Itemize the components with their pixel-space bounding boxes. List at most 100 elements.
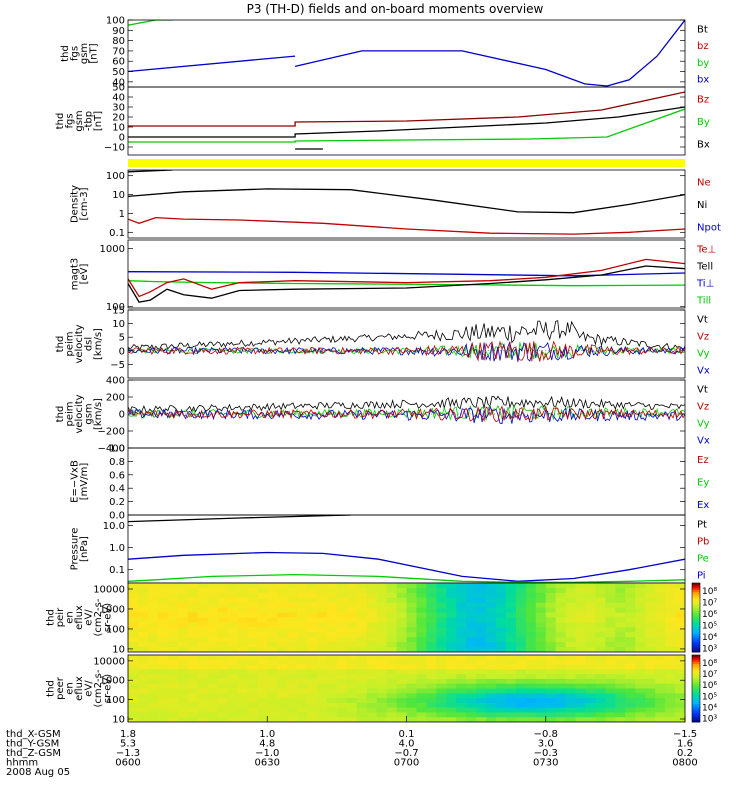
heatmap-cell [525,693,537,699]
heatmap-cell [307,642,318,648]
heatmap-cell [326,592,338,599]
heatmap-cell [336,664,348,670]
heatmap-cell [486,693,497,699]
heatmap-cell [247,702,258,709]
heatmap-cell [545,712,557,718]
heatmap-cell [128,712,139,718]
heatmap-cell [545,602,557,609]
heatmap-cell [555,698,567,704]
heatmap-cell [187,632,199,638]
heatmap-cell [466,683,477,690]
heatmap-cell [267,655,278,661]
heatmap-cell [167,712,179,718]
heatmap-cell [316,587,328,594]
heatmap-cell [197,688,209,694]
heatmap-cell [535,607,547,614]
heatmap-cell [545,702,557,709]
heatmap-cell [128,587,139,594]
heatmap-cell [396,683,408,690]
heatmap-cell [247,683,258,690]
heatmap-cell [515,637,527,643]
heatmap-cell [267,583,278,589]
colorbar-segment [692,661,700,665]
heatmap-cell [287,583,298,589]
colorbar-segment [692,668,700,672]
heatmap-cell [396,702,408,709]
heatmap-spec_ion [128,583,685,652]
heatmap-cell [486,592,497,599]
heatmap-cell [257,678,268,685]
legend-Ni: Ni [697,200,707,211]
heatmap-cell [396,647,408,652]
colorbar-segment [692,583,700,586]
heatmap-cell [356,693,368,699]
heatmap-cell [257,669,268,675]
heatmap-cell [376,637,388,643]
heatmap-cell [257,655,268,661]
heatmap-cell [406,712,418,718]
heatmap-cell [525,698,537,704]
heatmap-cell [545,669,557,675]
heatmap-cell [645,637,656,643]
heatmap-cell [496,637,507,643]
colorbar-segment [692,603,700,607]
heatmap-cell [605,683,616,690]
y-tick-label: 0.1 [109,228,125,239]
heatmap-cell [167,587,179,594]
heatmap-cell [207,592,219,599]
heatmap-cell [496,607,507,614]
y-tick-label: 100 [106,624,125,635]
heatmap-cell [207,707,219,714]
heatmap-cell [585,647,597,652]
heatmap-cell [307,647,318,652]
heatmap-cell [267,678,278,685]
heatmap-cell [625,617,636,624]
heatmap-cell [237,688,248,694]
heatmap-cell [466,597,477,604]
heatmap-cell [486,583,497,589]
y-axis-label-line: sr-eV) [103,674,114,703]
heatmap-cell [227,607,239,614]
y-tick-label: 0.2 [109,497,125,508]
y-tick-label: 1000 [100,244,125,255]
heatmap-cell [307,659,318,666]
heatmap-cell [496,698,507,704]
heatmap-cell [247,664,258,670]
heatmap-cell [496,592,507,599]
heatmap-cell [217,622,229,628]
heatmap-cell [486,674,497,680]
heatmap-cell [167,698,179,704]
heatmap-cell [137,674,149,680]
heatmap-cell [187,607,199,614]
heatmap-cell [356,583,368,589]
heatmap-cell [436,642,447,648]
series-Te⊥ [128,258,685,298]
heatmap-cell [147,617,159,624]
heatmap-cell [655,627,666,633]
heatmap-cell [257,688,268,694]
heatmap-cell [237,607,248,614]
heatmap-cell [436,612,447,619]
heatmap-cell [237,678,248,685]
heatmap-cell [525,678,537,685]
y-axis-label-line: fgs [69,46,80,61]
heatmap-cell [356,707,368,714]
heatmap-cell [386,698,398,704]
series-Vt [128,320,685,352]
heatmap-cell [297,669,308,675]
heatmap-cell [297,702,308,709]
heatmap-cell [336,622,348,628]
y-tick-label: 50 [112,83,125,94]
heatmap-cell [615,602,626,609]
heatmap-cell [247,583,258,589]
heatmap-cell [615,664,626,670]
heatmap-cell [416,612,427,619]
heatmap-cell [316,592,328,599]
heatmap-cell [257,612,268,619]
heatmap-cell [515,597,527,604]
heatmap-cell [128,717,139,722]
heatmap-cell [555,664,567,670]
heatmap-cell [147,717,159,722]
y-axis-label-line: peir [55,607,66,627]
